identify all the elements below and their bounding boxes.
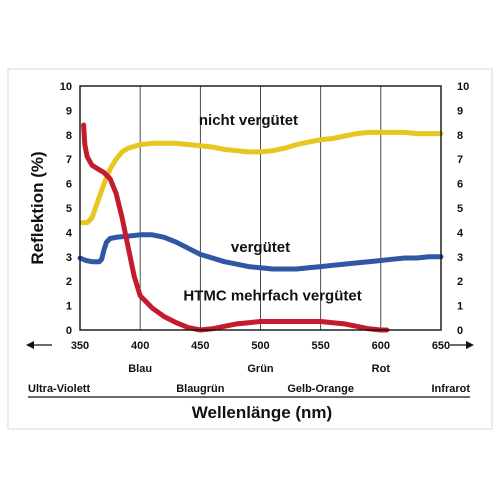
y-tick-left-0: 0 — [66, 325, 72, 337]
series-label-0: nicht vergütet — [199, 112, 298, 129]
series-line-0 — [79, 129, 444, 226]
axis-arrows — [26, 341, 474, 349]
y-tick-right-3: 3 — [457, 252, 463, 264]
y-tick-right-1: 1 — [457, 301, 463, 313]
x-tick-450: 450 — [191, 340, 209, 352]
y-tick-right-2: 2 — [457, 276, 463, 288]
y-tick-right-6: 6 — [457, 179, 463, 191]
series-labels: nicht vergütet vergütet HTMC mehrfach verg… — [183, 112, 361, 305]
y-tick-left-4: 4 — [66, 227, 73, 239]
y-tick-left-9: 9 — [66, 105, 72, 117]
y-tick-right-8: 8 — [457, 130, 463, 142]
x-tick-550: 550 — [311, 340, 329, 352]
arrow-left-head — [26, 341, 34, 349]
spectrum-label-top-2: Rot — [372, 363, 391, 375]
spectrum-label-bottom-3: Infrarot — [432, 383, 471, 395]
y-tick-right-0: 0 — [457, 325, 463, 337]
tick-labels: 0 0 1 1 2 2 3 3 4 4 5 5 6 6 7 7 8 8 9 9 10 10 350 400 450 500 550 6… — [60, 81, 470, 352]
y-tick-left-10: 10 — [60, 81, 72, 93]
chart-frame — [7, 68, 493, 430]
y-tick-right-10: 10 — [457, 81, 469, 93]
series-label-2: HTMC mehrfach vergütet — [183, 288, 361, 305]
series-label-1: vergütet — [231, 239, 290, 256]
y-tick-left-5: 5 — [66, 203, 72, 215]
plot-area-border — [79, 85, 442, 331]
x-tick-350: 350 — [71, 340, 89, 352]
spectrum-label-bottom-1: Blaugrün — [176, 383, 225, 395]
x-tick-400: 400 — [131, 340, 149, 352]
x-tick-600: 600 — [372, 340, 390, 352]
spectrum-label-top-1: Grün — [247, 363, 274, 375]
spectrum-label-bottom-2: Gelb-Orange — [287, 383, 354, 395]
y-tick-right-5: 5 — [457, 203, 463, 215]
y-tick-left-3: 3 — [66, 252, 72, 264]
series-line-1 — [77, 232, 444, 272]
arrow-right-head — [466, 341, 474, 349]
spectrum-label-bottom-0: Ultra-Violett — [28, 383, 90, 395]
y-tick-left-7: 7 — [66, 154, 72, 166]
y-tick-left-1: 1 — [66, 301, 72, 313]
x-tick-650: 650 — [432, 340, 450, 352]
spectrum-labels: Blau Grün Rot Ultra-Violett Blaugrün Gelb-Ora… — [28, 363, 471, 398]
x-tick-500: 500 — [251, 340, 269, 352]
y-tick-left-2: 2 — [66, 276, 72, 288]
y-tick-right-7: 7 — [457, 154, 463, 166]
y-tick-left-8: 8 — [66, 130, 72, 142]
x-axis-title: Wellenlänge (nm) — [192, 403, 332, 422]
y-tick-right-9: 9 — [457, 105, 463, 117]
y-tick-left-6: 6 — [66, 179, 72, 191]
y-tick-right-4: 4 — [457, 227, 464, 239]
y-axis-title: Reflektion (%) — [28, 151, 47, 264]
spectrum-label-top-0: Blau — [128, 363, 152, 375]
